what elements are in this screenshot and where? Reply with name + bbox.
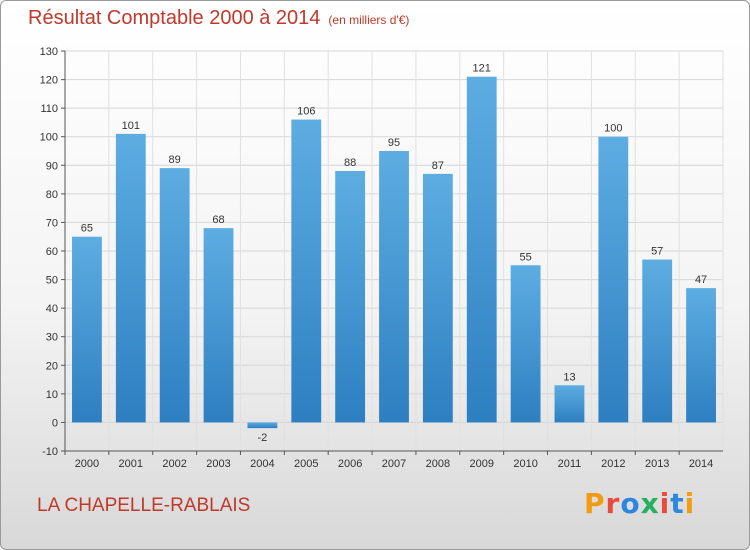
commune-name: LA CHAPELLE-RABLAIS [37,495,251,516]
bar-2007 [379,151,409,423]
ytick-label: 80 [46,189,58,201]
xtick-label-2009: 2009 [469,458,493,470]
xtick-label-2006: 2006 [338,458,362,470]
xtick-label-2000: 2000 [75,458,99,470]
data-label-2004: -2 [258,432,268,444]
bar-2004 [247,422,278,429]
logo-letter: o [620,487,641,520]
ytick-label: 20 [46,360,58,372]
bar-2011 [554,385,585,423]
logo-letter: P [584,487,606,520]
ytick-label: 120 [40,75,58,87]
bar-2008 [422,173,453,423]
bar-2002 [159,168,190,423]
bar-2010 [510,265,541,423]
chart-title: Résultat Comptable 2000 à 2014 (en millie… [28,7,409,30]
chart-subtitle: (en milliers d'€) [328,13,410,27]
data-label-2007: 95 [388,137,400,149]
data-label-2008: 87 [432,160,444,172]
xtick-label-2012: 2012 [601,458,625,470]
data-label-2000: 65 [81,223,93,235]
xtick-label-2005: 2005 [294,458,318,470]
bar-2003 [203,228,234,423]
logo-letter: i [684,487,696,520]
data-label-2006: 88 [344,157,356,169]
bar-2009 [466,76,497,423]
ytick-label: 30 [46,332,58,344]
ytick-label: 10 [46,389,58,401]
bar-2012 [598,136,629,423]
ytick-label: 100 [40,132,58,144]
bar-2013 [642,259,673,423]
ytick-label: 50 [46,275,58,287]
data-label-2005: 106 [297,106,315,118]
bar-2005 [291,119,322,423]
xtick-label-2011: 2011 [558,458,582,470]
logo-letter: x [640,487,660,520]
xtick-label-2010: 2010 [513,458,537,470]
ytick-label: 110 [40,103,58,115]
xtick-label-2003: 2003 [206,458,230,470]
ytick-label: 0 [52,417,58,429]
xtick-label-2004: 2004 [250,458,274,470]
logo-letter: t [670,487,685,520]
ytick-label: 40 [46,303,58,315]
ytick-label: 130 [40,46,58,58]
bar-2000 [72,236,102,423]
xtick-label-2001: 2001 [119,458,143,470]
data-label-2009: 121 [473,63,491,75]
bar-2006 [335,171,366,423]
logo-letter: i [659,487,671,520]
data-label-2014: 47 [695,274,707,286]
xtick-label-2014: 2014 [689,458,713,470]
ytick-label: -10 [42,446,58,458]
logo-letter: r [605,487,621,520]
ytick-label: 90 [46,160,58,172]
xtick-label-2007: 2007 [382,458,406,470]
data-label-2001: 101 [122,120,140,132]
axes: -10 0 10 20 30 40 50 60 70 80 90 100 110 120 130 2000 20… [40,46,723,470]
ytick-label: 70 [46,217,58,229]
chart-title-text: Résultat Comptable 2000 à 2014 [28,7,321,29]
xtick-label-2002: 2002 [162,458,186,470]
data-label-2002: 89 [169,154,181,166]
data-label-2013: 57 [651,246,663,258]
data-label-2011: 13 [563,371,575,383]
proxiti-logo: Proxiti [584,487,695,520]
xtick-label-2008: 2008 [426,458,450,470]
bar-2001 [115,133,146,423]
bar-2014 [686,288,716,423]
data-labels: 65 101 89 68 -2 106 88 95 87 121 55 13 100 57 47 [81,63,707,444]
data-label-2010: 55 [519,251,531,263]
data-label-2003: 68 [212,214,224,226]
data-label-2012: 100 [604,123,622,135]
xtick-label-2013: 2013 [645,458,669,470]
ytick-label: 60 [46,246,58,258]
bars [72,76,716,429]
